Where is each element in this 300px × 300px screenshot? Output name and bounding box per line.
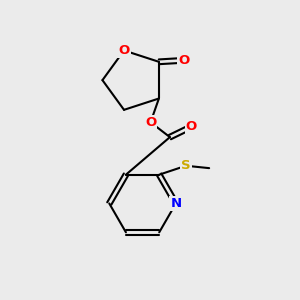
Text: O: O — [145, 116, 156, 129]
Text: O: O — [178, 54, 190, 67]
Text: O: O — [118, 44, 130, 57]
Text: O: O — [186, 120, 197, 133]
Text: S: S — [181, 159, 191, 172]
Text: N: N — [170, 197, 182, 210]
